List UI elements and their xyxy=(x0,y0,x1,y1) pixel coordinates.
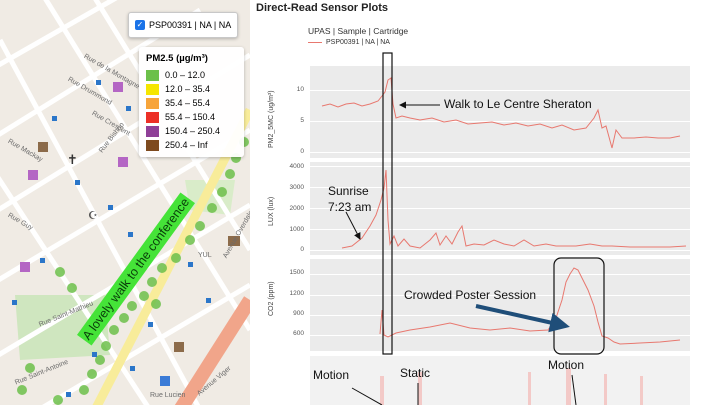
poster-annotation: Crowded Poster Session xyxy=(404,288,537,302)
series-legend-entry: PSP00391 | NA | NA xyxy=(308,39,408,46)
series-legend-title: UPAS | Sample | Cartridge xyxy=(308,26,409,36)
legend-swatch xyxy=(146,83,159,95)
legend-label: 0.0 – 12.0 xyxy=(165,70,206,80)
y-tick: 1500 xyxy=(289,269,304,276)
legend-swatch xyxy=(146,69,159,81)
y-axis-label: CO2 (ppm) xyxy=(268,281,275,316)
street-label: Rue Lucien xyxy=(150,392,186,399)
y-tick: 0 xyxy=(300,246,304,253)
sunrise-label: Sunrise xyxy=(328,184,369,198)
y-tick: 10 xyxy=(296,86,304,93)
svg-text:✝: ✝ xyxy=(67,153,78,168)
legend-label: 150.4 – 250.4 xyxy=(165,126,221,136)
map-panel[interactable]: ✝ ☪ Rue de la Montagne Rue Drummond Rue … xyxy=(0,0,250,405)
pm25-plot-panel xyxy=(310,66,690,158)
y-tick: 5 xyxy=(300,117,304,124)
legend-item: 250.4 – Inf xyxy=(146,138,237,152)
walk-annotation: Walk to Le Centre Sheraton xyxy=(444,97,592,111)
y-tick: 900 xyxy=(293,310,304,317)
legend-item: 0.0 – 12.0 xyxy=(146,68,237,82)
legend-swatch xyxy=(146,139,159,151)
y-axis-label: PM2_5MC (ug/m³) xyxy=(268,90,275,148)
series-legend: UPAS | Sample | Cartridge PSP00391 | NA … xyxy=(308,26,408,46)
sunrise-time: 7:23 am xyxy=(328,200,372,214)
y-tick: 2000 xyxy=(289,205,304,212)
legend-swatch xyxy=(146,111,159,123)
y-axis-label: LUX (lux) xyxy=(268,196,275,226)
co2-plot-panel xyxy=(310,259,690,351)
motion-plot-panel xyxy=(310,356,690,405)
y-tick: 0 xyxy=(300,148,304,155)
legend-item: 150.4 – 250.4 xyxy=(146,124,237,138)
motion-annotation: Motion xyxy=(548,358,585,372)
y-tick: 4000 xyxy=(289,163,304,170)
plots-title: Direct-Read Sensor Plots xyxy=(256,2,389,14)
series-line-swatch xyxy=(308,41,322,44)
motion-annotation: Motion xyxy=(313,368,350,382)
svg-text:☪: ☪ xyxy=(88,209,98,222)
sunrise-annotation: Sunrise 7:23 am xyxy=(328,183,371,215)
layer-toggle[interactable]: ✓ PSP00391 | NA | NA xyxy=(128,12,238,38)
legend-swatch xyxy=(146,97,159,109)
static-annotation: Static xyxy=(400,366,431,380)
legend-item: 12.0 – 35.4 xyxy=(146,82,237,96)
legend-label: 35.4 – 55.4 xyxy=(165,98,211,108)
legend-title: PM2.5 (µg/m³) xyxy=(146,53,208,64)
pm25-legend: PM2.5 (µg/m³) 0.0 – 12.0 12.0 – 35.4 35.… xyxy=(139,47,244,157)
y-tick: 1000 xyxy=(289,226,304,233)
legend-item: 35.4 – 55.4 xyxy=(146,96,237,110)
legend-swatch xyxy=(146,125,159,137)
legend-label: 250.4 – Inf xyxy=(165,140,208,150)
street-label: YUL xyxy=(198,252,212,259)
layer-toggle-label: PSP00391 | NA | NA xyxy=(149,20,232,30)
legend-label: 55.4 – 150.4 xyxy=(165,112,216,122)
legend-item: 55.4 – 150.4 xyxy=(146,110,237,124)
y-tick: 1200 xyxy=(289,290,304,297)
y-tick: 600 xyxy=(293,330,304,337)
checkbox-checked-icon[interactable]: ✓ xyxy=(135,20,145,30)
series-legend-label: PSP00391 | NA | NA xyxy=(326,39,390,46)
y-tick: 3000 xyxy=(289,184,304,191)
legend-label: 12.0 – 35.4 xyxy=(165,84,211,94)
